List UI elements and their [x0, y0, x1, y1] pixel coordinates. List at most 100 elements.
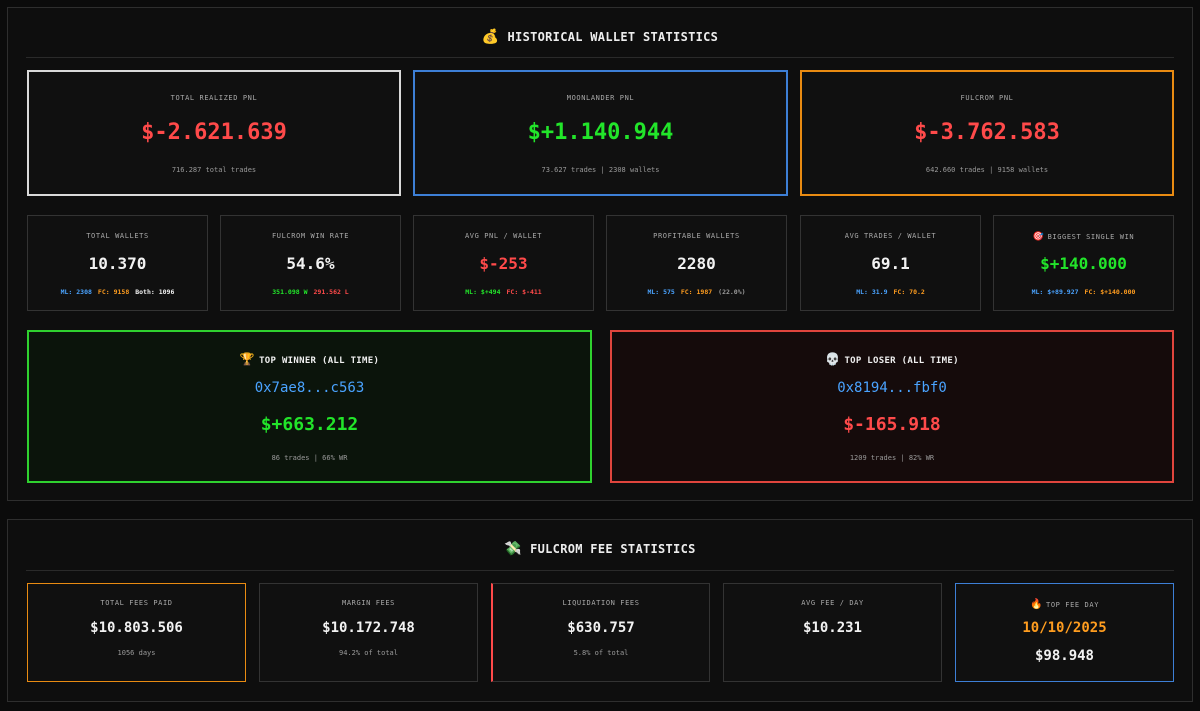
card-label: MOONLANDER PNL [566, 94, 635, 102]
card-label: MARGIN FEES [260, 599, 477, 607]
card-breakdown: ML: $+494 FC: $-411 [414, 288, 593, 296]
fee-panel-divider [26, 570, 1174, 571]
card-value: 2280 [677, 254, 716, 273]
avg-trades-per-wallet-card: AVG TRADES / WALLET 69.1 ML: 31.9 FC: 70.2 [800, 215, 981, 311]
card-label: AVG PNL / WALLET [414, 232, 593, 240]
card-breakdown: ML: $+89.927 FC: $+140.000 [994, 288, 1173, 296]
top-winner-amount: $+663.212 [260, 414, 359, 435]
fee-panel-title: 💸 FULCROM FEE STATISTICS [26, 541, 1174, 557]
card-subtext: 5.8% of total [573, 649, 629, 657]
total-fees-paid-card: TOTAL FEES PAID $10.803.506 1056 days [27, 583, 246, 682]
breakdown-item: FC: $-411 [506, 288, 542, 296]
avg-pnl-per-wallet-card: AVG PNL / WALLET $-253 ML: $+494 FC: $-411 [413, 215, 594, 311]
biggest-single-win-card: 🎯 BIGGEST SINGLE WIN $+140.000 ML: $+89.927… [993, 215, 1174, 311]
top-winner-title: 🏆 TOP WINNER (ALL TIME) [29, 352, 590, 366]
card-breakdown: ML: 2308 FC: 9158 Both: 1096 [28, 288, 207, 296]
card-subtext: 94.2% of total [338, 649, 398, 657]
breakdown-item: FC: 1987 [680, 288, 713, 296]
card-label-text: AVG FEE / DAY [801, 599, 864, 607]
fee-statistics-panel: 💸 FULCROM FEE STATISTICS TOTAL FEES PAID… [7, 519, 1193, 702]
moonlander-pnl-card: MOONLANDER PNL $+1.140.944 73.627 trades… [413, 70, 788, 196]
card-value: 10.370 [88, 254, 147, 273]
top-loser-amount: $-165.918 [843, 414, 941, 435]
card-label-text: FULCROM WIN RATE [271, 232, 350, 240]
card-value: 69.1 [871, 254, 910, 273]
card-label-text: MARGIN FEES [342, 599, 395, 607]
card-breakdown: 351.098 W 291.562 L [221, 288, 400, 296]
wallet-panel-divider [26, 57, 1174, 58]
top-loser-title-text: TOP LOSER (ALL TIME) [844, 356, 959, 366]
card-label: FULCROM WIN RATE [221, 232, 400, 240]
fire-icon: 🔥 [1029, 599, 1044, 610]
total-realized-pnl-card: TOTAL REALIZED PNL $-2.621.639 716.287 t… [27, 70, 401, 196]
card-value: $630.757 [567, 620, 635, 636]
card-value: $+140.000 [1040, 254, 1127, 273]
profitable-wallets-card: PROFITABLE WALLETS 2280 ML: 575 FC: 1987 (22… [606, 215, 787, 311]
top-winner-title-text: TOP WINNER (ALL TIME) [259, 356, 380, 366]
card-value: $10.231 [802, 620, 862, 636]
card-label: AVG TRADES / WALLET [801, 232, 980, 240]
top-loser-card: 💀 TOP LOSER (ALL TIME) 0x8194...fbf0 $-16… [610, 330, 1174, 483]
card-value: $10.803.506 [90, 620, 183, 636]
card-label: TOTAL WALLETS [28, 232, 207, 240]
card-label: 🎯 BIGGEST SINGLE WIN [994, 232, 1173, 242]
card-label: AVG FEE / DAY [724, 599, 941, 607]
money-wings-icon: 💸 [504, 541, 523, 557]
breakdown-item: ML: $+494 [465, 288, 501, 296]
card-label: LIQUIDATION FEES [493, 599, 709, 607]
trophy-icon: 🏆 [239, 352, 256, 366]
card-label-text: BIGGEST SINGLE WIN [1047, 233, 1135, 241]
breakdown-item: FC: 70.2 [893, 288, 925, 296]
card-label: TOTAL REALIZED PNL [170, 94, 258, 102]
top-loser-meta: 1209 trades | 82% WR [849, 454, 935, 462]
card-label: TOTAL FEES PAID [28, 599, 245, 607]
breakdown-item: FC: $+140.000 [1084, 288, 1136, 296]
card-label-text: AVG TRADES / WALLET [844, 232, 937, 240]
card-label-text: LIQUIDATION FEES [562, 599, 640, 607]
top-loser-address[interactable]: 0x8194...fbf0 [837, 380, 947, 396]
card-value: $-253 [479, 254, 528, 273]
breakdown-item: ML: 575 [647, 288, 675, 296]
fulcrom-win-rate-card: FULCROM WIN RATE 54.6% 351.098 W 291.562 L [220, 215, 401, 311]
card-label: FULCROM PNL [960, 94, 1014, 102]
card-value: $-2.621.639 [141, 120, 287, 145]
breakdown-item: FC: 9158 [97, 288, 130, 296]
breakdown-item: 351.098 W [272, 288, 308, 296]
top-winner-address[interactable]: 0x7ae8...c563 [254, 380, 365, 396]
card-subtext: 1056 days [117, 649, 156, 657]
card-breakdown: ML: 575 FC: 1987 (22.0%) [607, 288, 786, 296]
card-subtext: 73.627 trades | 2308 wallets [541, 166, 660, 174]
breakdown-item: (22.0%) [718, 288, 746, 296]
card-value: 54.6% [286, 254, 335, 273]
card-value: $-3.762.583 [914, 120, 1060, 145]
liquidation-fees-card: LIQUIDATION FEES $630.757 5.8% of total [491, 583, 710, 682]
card-secondary-value: $98.948 [1034, 648, 1094, 664]
card-label-text: AVG PNL / WALLET [464, 232, 543, 240]
card-subtext: 716.287 total trades [171, 166, 257, 174]
card-label-text: TOTAL FEES PAID [100, 599, 173, 607]
card-label-text: TOP FEE DAY [1046, 601, 1100, 609]
margin-fees-card: MARGIN FEES $10.172.748 94.2% of total [259, 583, 478, 682]
card-label: PROFITABLE WALLETS [607, 232, 786, 240]
card-label-text: TOTAL WALLETS [86, 232, 149, 240]
card-breakdown: ML: 31.9 FC: 70.2 [801, 288, 980, 296]
breakdown-item: ML: $+89.927 [1031, 288, 1079, 296]
top-loser-title: 💀 TOP LOSER (ALL TIME) [612, 352, 1172, 366]
card-value: $+1.140.944 [527, 120, 674, 145]
fulcrom-pnl-card: FULCROM PNL $-3.762.583 642.660 trades |… [800, 70, 1174, 196]
wallet-panel-title: 💰 HISTORICAL WALLET STATISTICS [26, 29, 1174, 45]
fee-panel-title-text: FULCROM FEE STATISTICS [530, 542, 696, 556]
card-subtext: 642.660 trades | 9158 wallets [925, 166, 1049, 174]
dart-icon: 🎯 [1032, 232, 1045, 242]
card-label-text: PROFITABLE WALLETS [653, 232, 740, 240]
card-label: 🔥 TOP FEE DAY [956, 599, 1173, 610]
money-bag-icon: 💰 [481, 29, 500, 45]
wallet-statistics-panel: 💰 HISTORICAL WALLET STATISTICS TOTAL REA… [7, 7, 1193, 501]
breakdown-item: ML: 31.9 [856, 288, 888, 296]
breakdown-item: 291.562 L [313, 288, 349, 296]
card-value: 10/10/2025 [1022, 620, 1107, 636]
wallet-panel-title-text: HISTORICAL WALLET STATISTICS [507, 30, 719, 44]
card-value: $10.172.748 [322, 620, 415, 636]
breakdown-item: ML: 2308 [60, 288, 92, 296]
breakdown-item: Both: 1096 [135, 288, 175, 296]
